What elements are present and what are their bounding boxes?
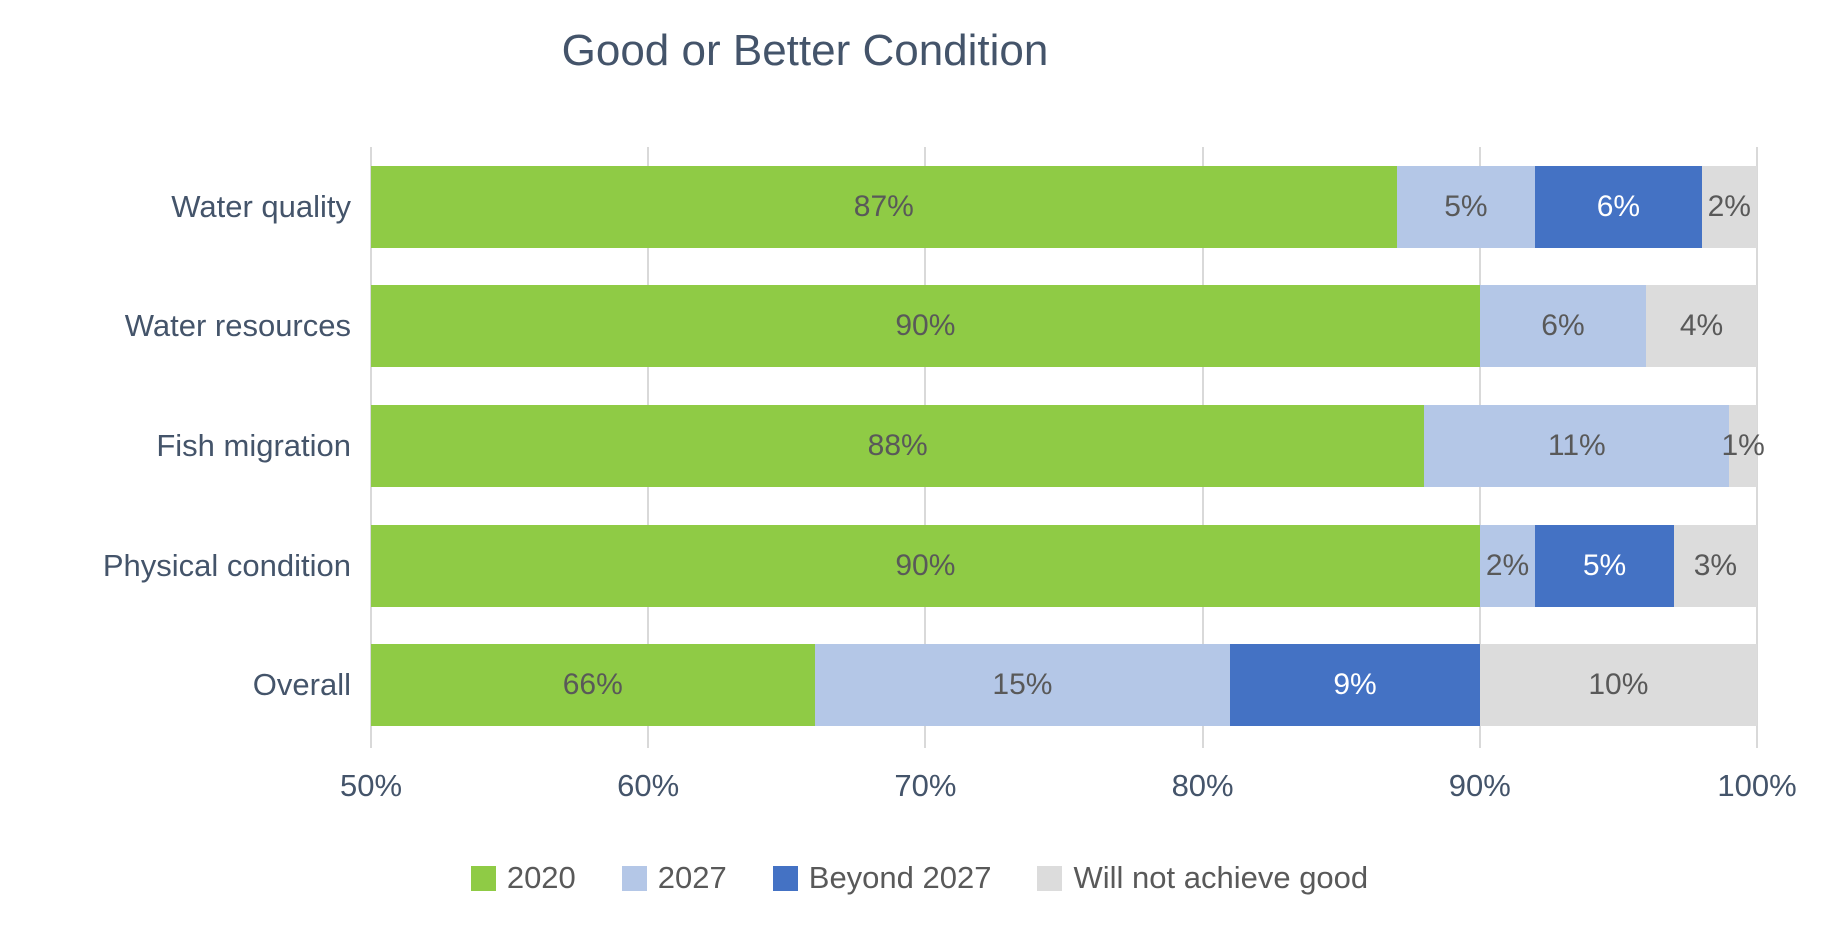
legend-swatch xyxy=(621,865,647,891)
bar-segment: 1% xyxy=(1721,405,1765,487)
data-label: 3% xyxy=(1693,548,1738,582)
data-label: 87% xyxy=(853,189,914,223)
legend-swatch xyxy=(470,865,496,891)
legend-label: Beyond 2027 xyxy=(808,860,992,895)
data-label: 6% xyxy=(1541,309,1585,343)
bar-segment: 10% xyxy=(1479,644,1757,727)
bar-segment: 11% xyxy=(1424,405,1730,487)
bar-segment: 3% xyxy=(1673,524,1757,607)
category-label: Water resources xyxy=(124,308,351,344)
data-label: 90% xyxy=(895,548,956,582)
bar-segment: 6% xyxy=(1479,285,1647,368)
gridline xyxy=(1756,147,1758,748)
legend-swatch xyxy=(772,865,798,891)
data-label: 9% xyxy=(1333,668,1377,702)
legend-item: Beyond 2027 xyxy=(772,860,992,896)
data-label: 1% xyxy=(1721,429,1765,462)
data-label: 90% xyxy=(895,309,956,343)
category-label: Overall xyxy=(252,667,351,703)
bar-row: 90% 6% 4% xyxy=(371,285,1757,368)
data-label: 6% xyxy=(1596,189,1641,223)
data-label: 5% xyxy=(1582,548,1627,582)
bar-segment: 5% xyxy=(1396,165,1536,248)
bar-segment: 87% xyxy=(371,165,1397,248)
data-label: 15% xyxy=(992,668,1053,702)
bar-segment: 5% xyxy=(1535,524,1674,607)
bar-row: 90% 2% 5% 3% xyxy=(371,524,1757,607)
data-label: 2% xyxy=(1707,189,1751,223)
plot-area: 87% 5% 6% 2% 90% 6% 4% 88% 11% 1% 90% 2% 5% 3% 66% 15% 9… xyxy=(370,147,1765,748)
bar-row: 88% 11% 1% xyxy=(371,405,1765,487)
bar-segment: 90% xyxy=(371,524,1480,607)
bar-segment: 90% xyxy=(371,285,1480,368)
data-label: 88% xyxy=(867,429,928,462)
data-label: 4% xyxy=(1679,309,1724,343)
bar-segment: 66% xyxy=(371,644,815,727)
legend-item: 2027 xyxy=(621,860,727,896)
data-label: 10% xyxy=(1588,668,1649,702)
category-label: Fish migration xyxy=(156,428,351,463)
legend-label: 2027 xyxy=(657,860,727,895)
bar-row: 87% 5% 6% 2% xyxy=(371,165,1757,248)
legend-item: 2020 xyxy=(470,860,576,896)
legend-item: Will not achieve good xyxy=(1037,860,1368,896)
x-tick-label: 70% xyxy=(894,768,957,803)
x-tick-label: 50% xyxy=(339,768,403,803)
legend-swatch xyxy=(1037,865,1063,891)
chart-title: Good or Better Condition xyxy=(561,26,1049,75)
data-label: 5% xyxy=(1444,189,1488,223)
bar-segment: 9% xyxy=(1230,644,1480,727)
x-tick-label: 80% xyxy=(1171,768,1234,803)
x-tick-label: 90% xyxy=(1448,768,1511,803)
legend: 2020 2027 Beyond 2027 Will not achieve good xyxy=(0,860,1839,896)
data-label: 11% xyxy=(1547,429,1606,462)
data-label: 2% xyxy=(1485,548,1530,582)
bar-segment: 2% xyxy=(1479,524,1536,607)
category-label: Water quality xyxy=(171,188,351,224)
x-tick-label: 60% xyxy=(617,768,680,803)
bar-segment: 15% xyxy=(814,644,1231,727)
legend-label: 2020 xyxy=(506,860,576,895)
bar-segment: 2% xyxy=(1701,165,1757,248)
bar-segment: 4% xyxy=(1646,285,1757,368)
legend-label: Will not achieve good xyxy=(1073,860,1369,895)
bar-segment: 6% xyxy=(1535,165,1702,248)
bar-row: 66% 15% 9% 10% xyxy=(371,644,1757,727)
data-label: 66% xyxy=(562,668,623,702)
category-label: Physical condition xyxy=(102,547,351,583)
x-tick-label: 100% xyxy=(1717,768,1797,803)
bar-segment: 88% xyxy=(371,405,1425,487)
